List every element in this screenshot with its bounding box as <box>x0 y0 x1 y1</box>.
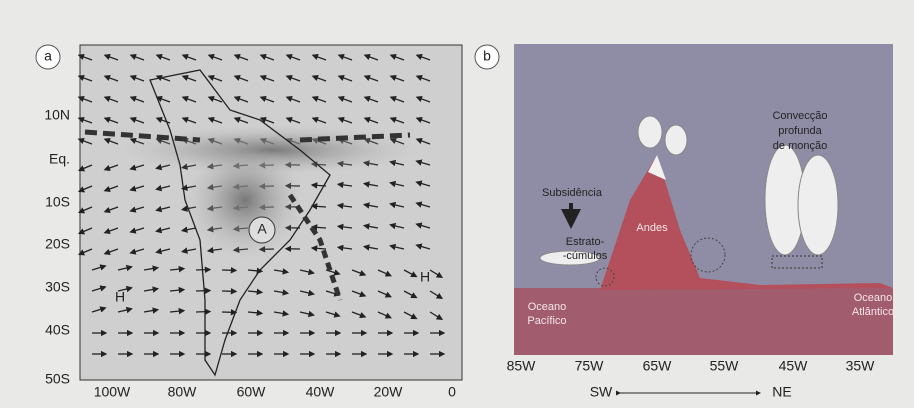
lon-labels: 100W 80W 60W 40W 20W 0 <box>94 384 456 400</box>
direction-label: NE <box>772 384 791 400</box>
panel-label: b <box>483 48 491 64</box>
label: Subsidência <box>542 187 603 199</box>
lon-label: 85W <box>507 358 537 374</box>
label: Andes <box>636 222 668 234</box>
map-label: H <box>115 289 125 305</box>
label: Estrato- <box>566 236 605 248</box>
direction-label: SW <box>590 384 613 400</box>
lon-label: 45W <box>779 358 809 374</box>
label: -cúmulos <box>563 250 608 262</box>
lon-label: 20W <box>374 384 404 400</box>
lon-label: 35W <box>846 358 876 374</box>
convection-shade <box>185 140 305 260</box>
lat-label: 10S <box>45 194 70 210</box>
map-label: A <box>257 221 267 237</box>
lon-label: 65W <box>643 358 673 374</box>
lon-label: 40W <box>306 384 336 400</box>
figure: a A H H 10N Eq. 10S 20S 30S 40S 50S 100W… <box>0 0 914 403</box>
lat-label: 10N <box>44 107 70 123</box>
lat-label: 20S <box>45 236 70 252</box>
lat-label: 40S <box>45 322 70 338</box>
lon-label: 55W <box>710 358 740 374</box>
label: Oceano <box>854 292 893 304</box>
panel-label: a <box>44 48 52 64</box>
lon-label: 60W <box>237 384 267 400</box>
lon-label: 80W <box>168 384 198 400</box>
label: Atlântico <box>852 306 894 318</box>
x-labels: 85W 75W 65W 55W 45W 35W <box>507 358 876 374</box>
lon-label: 0 <box>448 384 456 400</box>
lon-label: 100W <box>94 384 131 400</box>
lat-label: 50S <box>45 371 70 387</box>
lat-label: Eq. <box>49 151 70 167</box>
lat-label: 30S <box>45 279 70 295</box>
label: Oceano <box>528 301 567 313</box>
label: profunda <box>778 125 822 137</box>
lat-labels: 10N Eq. 10S 20S 30S 40S 50S <box>44 107 70 387</box>
lon-label: 75W <box>575 358 605 374</box>
label: Pacífico <box>527 315 566 327</box>
ocean-band <box>514 288 893 355</box>
label: Convecção <box>772 110 827 122</box>
map-label: H <box>420 269 430 285</box>
label: de monção <box>773 140 827 152</box>
